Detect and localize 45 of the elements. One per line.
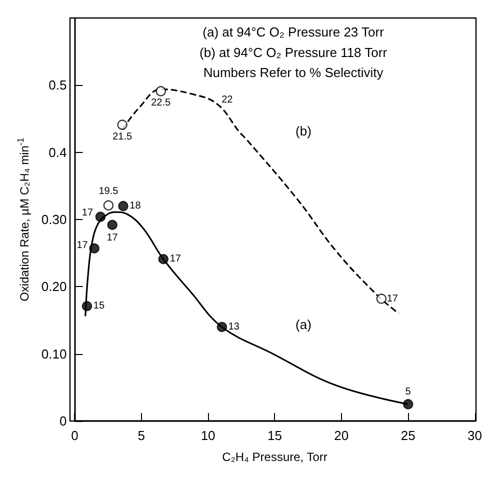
y-tick-label: 0.5 (48, 78, 67, 93)
annotation: 13 (228, 321, 240, 332)
annotation: 22 (222, 94, 234, 106)
point (103, 200, 114, 210)
point (156, 86, 166, 96)
y-tick-label: 0.30 (41, 212, 67, 227)
y-tick-label: 0.10 (41, 346, 67, 362)
point (158, 254, 168, 264)
x-tick-label: 0 (71, 428, 78, 443)
annotation: 19.5 (98, 186, 119, 197)
x-tick-label: 10 (200, 428, 216, 443)
x-tick-label: 25 (400, 428, 416, 443)
annotation: (b) at 94°C O₂ Pressure 118 Torr (200, 44, 388, 60)
annotation: 17 (386, 293, 398, 304)
point (107, 220, 118, 230)
x-tick-label: 15 (268, 428, 282, 443)
annotation: (a) (296, 316, 312, 332)
point (118, 200, 128, 212)
annotation: 17 (76, 240, 88, 251)
annotation: 18 (130, 200, 142, 212)
annotation: Numbers Refer to % Selectivity (203, 64, 384, 80)
x-tick-label: 20 (334, 428, 349, 443)
y-tick-label: 0 (59, 414, 67, 428)
x-tick-label: 5 (138, 428, 145, 443)
point (82, 301, 92, 312)
y-tick-label: 0.20 (41, 279, 67, 294)
y-tick-label: 0.4 (48, 144, 67, 160)
point (117, 120, 128, 130)
annotation: 5 (405, 386, 412, 398)
x-axis-title: C₂H₄ Pressure, Torr (222, 450, 328, 464)
annotation: 15 (93, 300, 105, 312)
y-axis-title: Oxidation Rate, µM C₂H₄ min-1 (16, 138, 32, 302)
point (403, 399, 414, 410)
annotation: 21.5 (112, 131, 132, 142)
annotation: 17 (106, 232, 118, 244)
point (95, 212, 106, 222)
annotation: (b) (296, 123, 312, 138)
point (376, 294, 387, 304)
annotation: 17 (170, 254, 182, 265)
point (89, 243, 100, 254)
annotation: 17 (82, 207, 94, 218)
annotation: (a) at 94°C O₂ Pressure 23 Torr (202, 24, 385, 40)
point (216, 322, 228, 332)
annotation: 22.5 (151, 98, 172, 109)
x-tick-label: 30 (468, 428, 482, 443)
